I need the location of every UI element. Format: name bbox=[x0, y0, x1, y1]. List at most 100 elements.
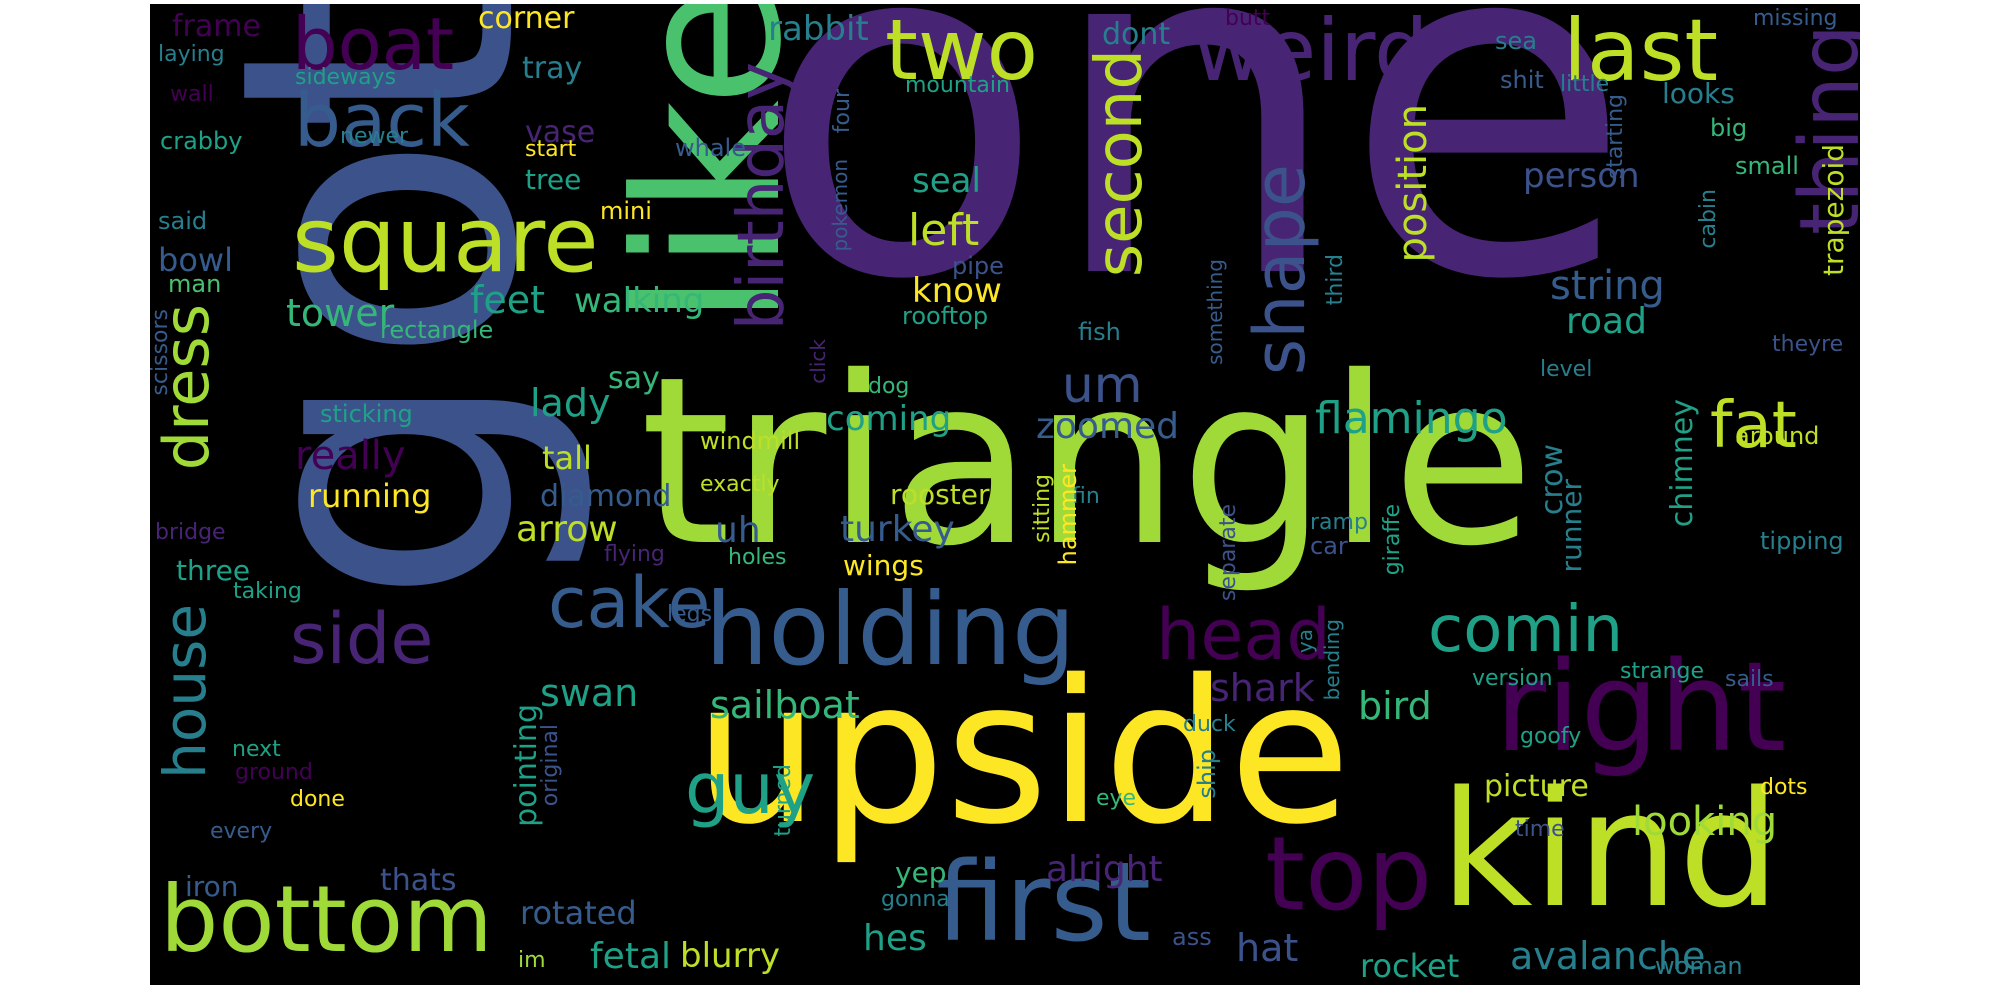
word-house: house bbox=[151, 604, 219, 779]
word-iron: iron bbox=[185, 870, 239, 903]
word-click: click bbox=[806, 339, 830, 384]
word-triangle: triangle bbox=[640, 327, 1535, 597]
word-dog: dog bbox=[868, 374, 910, 399]
word-level: level bbox=[1540, 357, 1593, 382]
word-avalanche: avalanche bbox=[1510, 934, 1706, 978]
word-start: start bbox=[525, 137, 577, 162]
word-road: road bbox=[1566, 301, 1647, 342]
word-alright: alright bbox=[1046, 849, 1163, 890]
word-back: back bbox=[294, 78, 470, 164]
word-scissors: scissors bbox=[150, 309, 173, 396]
word-thats: thats bbox=[380, 863, 457, 898]
word-wings: wings bbox=[843, 549, 924, 582]
word-looks: looks bbox=[1662, 77, 1735, 110]
word-ground: ground bbox=[235, 760, 313, 785]
word-last: last bbox=[1563, 4, 1719, 101]
word-pokemon: pokemon bbox=[828, 159, 852, 252]
word-trapezoid: trapezoid bbox=[1817, 144, 1850, 277]
word-time: time bbox=[1515, 817, 1565, 842]
word-right: right bbox=[1495, 636, 1787, 780]
word-sails: sails bbox=[1725, 667, 1774, 692]
word-cake: cake bbox=[548, 562, 711, 644]
word-exactly: exactly bbox=[700, 472, 780, 497]
word-missing: missing bbox=[1753, 6, 1838, 31]
word-feet: feet bbox=[470, 278, 546, 322]
word-next: next bbox=[232, 737, 281, 762]
word-first: first bbox=[936, 838, 1151, 966]
word-arrow: arrow bbox=[516, 509, 618, 550]
word-rectangle: rectangle bbox=[380, 316, 494, 344]
word-walking: walking bbox=[574, 281, 705, 321]
word-string: string bbox=[1550, 263, 1665, 309]
word-im: im bbox=[518, 948, 546, 973]
word-eye: eye bbox=[1096, 786, 1137, 811]
word-hes: hes bbox=[863, 918, 927, 959]
word-taking: taking bbox=[233, 579, 302, 604]
word-holding: holding bbox=[705, 571, 1076, 688]
word-fin: fin bbox=[1072, 484, 1100, 509]
word-hammer: hammer bbox=[1054, 464, 1082, 566]
word-third: third bbox=[1323, 254, 1348, 306]
word-sea: sea bbox=[1495, 27, 1537, 55]
word-diamond: diamond bbox=[540, 479, 672, 514]
word-dont: dont bbox=[1102, 17, 1171, 52]
word-dots: dots bbox=[1760, 775, 1808, 800]
word-sitting: sitting bbox=[1030, 474, 1055, 543]
word-coming: coming bbox=[826, 399, 952, 439]
word-laying: laying bbox=[158, 42, 225, 67]
word-fat: fat bbox=[1710, 389, 1797, 463]
word-yep: yep bbox=[895, 856, 947, 889]
word-looking: looking bbox=[1632, 799, 1778, 845]
word-separate: separate bbox=[1216, 504, 1241, 602]
word-second: second bbox=[1083, 49, 1157, 278]
word-swan: swan bbox=[540, 671, 639, 715]
word-holes: holes bbox=[728, 545, 787, 570]
word-ass: ass bbox=[1172, 923, 1212, 951]
word-rooftop: rooftop bbox=[902, 302, 989, 330]
word-turned: turned bbox=[771, 764, 796, 837]
word-mini: mini bbox=[600, 197, 652, 225]
word-rabbit: rabbit bbox=[768, 9, 869, 49]
word-every: every bbox=[210, 819, 273, 844]
word-position: position bbox=[1390, 104, 1436, 263]
word-mountain: mountain bbox=[905, 73, 1010, 98]
word-say: say bbox=[608, 361, 660, 396]
word-hat: hat bbox=[1236, 926, 1299, 970]
word-birthday: birthday bbox=[725, 62, 799, 331]
word-know: know bbox=[912, 271, 1002, 311]
word-head: head bbox=[1156, 594, 1331, 676]
word-wall: wall bbox=[170, 82, 214, 107]
word-bottom: bottom bbox=[160, 866, 493, 973]
word-ramp: ramp bbox=[1310, 510, 1368, 535]
word-square: square bbox=[292, 188, 599, 293]
word-turkey: turkey bbox=[840, 509, 955, 550]
word-side: side bbox=[290, 598, 434, 680]
word-gonna: gonna bbox=[881, 887, 950, 912]
word-running: running bbox=[308, 477, 432, 515]
word-blurry: blurry bbox=[680, 936, 781, 976]
word-fish: fish bbox=[1078, 318, 1121, 346]
word-man: man bbox=[168, 270, 222, 298]
word-picture: picture bbox=[1484, 769, 1589, 804]
word-uh: uh bbox=[715, 510, 761, 551]
word-tree: tree bbox=[525, 163, 582, 196]
word-bowl: bowl bbox=[158, 241, 233, 279]
word-runner: runner bbox=[1555, 479, 1588, 573]
word-guy: guy bbox=[685, 748, 816, 830]
word-said: said bbox=[158, 207, 208, 235]
word-whale: whale bbox=[675, 134, 746, 162]
word-windmill: windmill bbox=[700, 427, 801, 455]
word-sideways: sideways bbox=[295, 65, 397, 90]
word-four: four bbox=[830, 89, 855, 134]
word-bending: bending bbox=[1320, 619, 1344, 701]
word-theyre: theyre bbox=[1772, 332, 1844, 357]
word-bridge: bridge bbox=[155, 520, 226, 545]
word-original: original bbox=[538, 724, 563, 807]
word-tipping: tipping bbox=[1760, 527, 1844, 555]
word-shit: shit bbox=[1500, 66, 1544, 94]
word-kind: kind bbox=[1440, 756, 1781, 943]
word-left: left bbox=[908, 205, 980, 256]
word-strange: strange bbox=[1620, 659, 1705, 684]
word-legs: legs bbox=[667, 602, 713, 627]
word-big: big bbox=[1710, 114, 1748, 142]
